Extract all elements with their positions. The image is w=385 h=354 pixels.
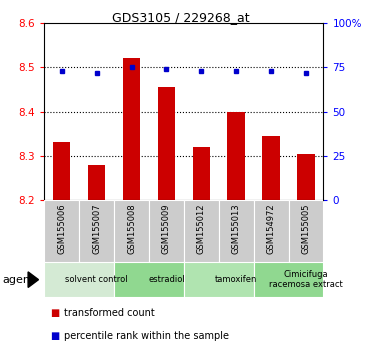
Text: GSM155012: GSM155012 (197, 203, 206, 253)
Bar (44, 262, 114, 297)
Bar (254, 262, 323, 297)
Polygon shape (28, 272, 38, 287)
Text: GSM155009: GSM155009 (162, 203, 171, 253)
Bar (53, 142, 70, 200)
Bar (184, 262, 254, 297)
Bar (79, 200, 114, 262)
Text: percentile rank within the sample: percentile rank within the sample (64, 331, 229, 341)
Text: ■: ■ (50, 308, 59, 318)
Bar (297, 154, 315, 200)
Text: GSM155005: GSM155005 (301, 203, 310, 253)
Text: Cimicifuga
racemosa extract: Cimicifuga racemosa extract (269, 270, 343, 289)
Bar (184, 200, 219, 262)
Bar (114, 262, 184, 297)
Text: tamoxifen: tamoxifen (215, 275, 257, 284)
Bar (149, 200, 184, 262)
Bar (192, 147, 210, 200)
Text: GSM155008: GSM155008 (127, 203, 136, 254)
Text: estradiol: estradiol (148, 275, 185, 284)
Text: GSM155013: GSM155013 (232, 203, 241, 254)
Text: GSM155007: GSM155007 (92, 203, 101, 254)
Text: agent: agent (2, 275, 34, 285)
Bar (288, 200, 323, 262)
Bar (123, 58, 140, 200)
Bar (262, 136, 280, 200)
Text: ■: ■ (50, 331, 59, 341)
Bar (114, 200, 149, 262)
Bar (219, 200, 254, 262)
Bar (88, 165, 105, 200)
Bar (44, 200, 79, 262)
Text: GSM154972: GSM154972 (266, 203, 276, 254)
Text: transformed count: transformed count (64, 308, 154, 318)
Bar (228, 112, 245, 200)
Text: solvent control: solvent control (65, 275, 128, 284)
Bar (254, 200, 288, 262)
Text: GSM155006: GSM155006 (57, 203, 66, 254)
Text: GDS3105 / 229268_at: GDS3105 / 229268_at (112, 11, 250, 24)
Bar (158, 87, 175, 200)
